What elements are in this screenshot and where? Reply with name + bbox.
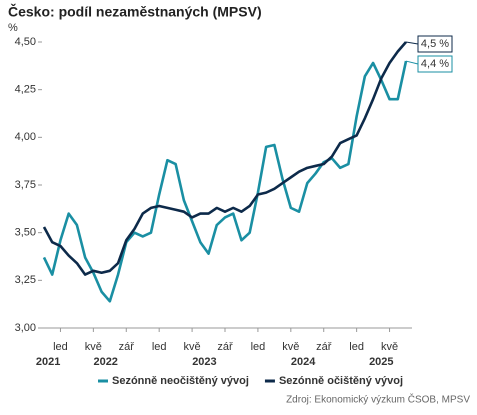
x-tick-label: led xyxy=(152,341,167,353)
year-label: 2024 xyxy=(291,356,316,368)
y-tick-label: 3,25 xyxy=(15,274,36,286)
end-label: 4,4 % xyxy=(421,58,449,70)
end-label: 4,5 % xyxy=(421,38,449,50)
chart-title: Česko: podíl nezaměstnaných (MPSV) xyxy=(8,3,262,20)
series-line xyxy=(42,60,408,303)
y-axis-label: % xyxy=(8,22,18,34)
y-tick-label: 3,75 xyxy=(15,179,36,191)
y-tick-label: 4,00 xyxy=(15,131,36,143)
x-tick-label: zář xyxy=(316,341,332,353)
x-tick-label: kvě xyxy=(85,341,102,353)
y-tick-label: 4,50 xyxy=(15,36,36,48)
end-label-box xyxy=(417,35,453,53)
y-tick-label: 4,25 xyxy=(15,84,36,96)
y-tick-label: 3,00 xyxy=(15,322,36,334)
x-tick-label: led xyxy=(53,341,68,353)
x-tick-label: led xyxy=(349,341,364,353)
end-label-box xyxy=(417,55,453,73)
x-tick-label: zář xyxy=(119,341,135,353)
series-line xyxy=(42,41,407,276)
year-label: 2025 xyxy=(369,356,393,368)
year-label: 2022 xyxy=(93,356,117,368)
x-tick-label: zář xyxy=(217,341,233,353)
x-tick-label: led xyxy=(251,341,266,353)
y-tick-label: 3,50 xyxy=(15,227,36,239)
end-label-leader xyxy=(405,60,419,65)
year-label: 2021 xyxy=(36,356,60,368)
x-tick-label: kvě xyxy=(282,341,299,353)
legend-label: Sezónně očištěný vývoj xyxy=(279,375,403,387)
year-label: 2023 xyxy=(192,356,216,368)
x-tick-label: kvě xyxy=(381,341,398,353)
legend-label: Sezónně neočištěný vývoj xyxy=(112,375,249,387)
x-tick-label: kvě xyxy=(184,341,201,353)
end-label-leader xyxy=(405,41,419,45)
source: Zdroj: Ekonomický výzkum ČSOB, MPSV xyxy=(286,393,470,406)
